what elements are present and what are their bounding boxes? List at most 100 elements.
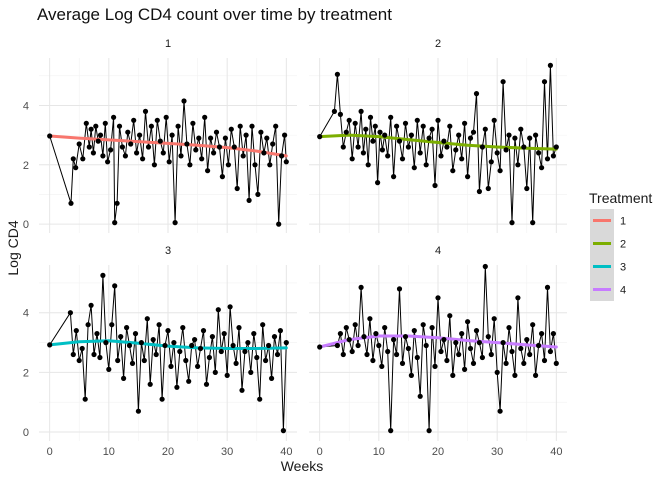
data-point: [503, 147, 509, 153]
data-point: [144, 316, 150, 322]
data-point: [346, 117, 352, 123]
smooth-line-1: [48, 134, 288, 158]
data-point: [227, 304, 233, 310]
data-point: [156, 322, 162, 328]
data-point: [426, 135, 432, 141]
facet-strip-label: 4: [435, 245, 441, 257]
x-tick-label: 0: [47, 446, 53, 458]
data-point: [541, 357, 548, 364]
data-point: [100, 153, 106, 159]
data-point: [138, 340, 144, 346]
data-point: [459, 156, 465, 162]
data-point: [515, 295, 521, 301]
data-point: [240, 153, 246, 159]
data-point: [97, 354, 103, 361]
data-point: [453, 340, 459, 346]
data-point: [269, 375, 275, 381]
data-point: [270, 141, 276, 147]
data-point: [70, 156, 76, 162]
data-point: [358, 108, 364, 114]
data-point: [317, 344, 323, 350]
data-point: [530, 322, 536, 328]
data-point: [405, 144, 411, 150]
series-line-1: [49, 100, 287, 225]
data-point: [197, 345, 204, 352]
data-point: [162, 342, 168, 349]
data-point: [263, 357, 269, 364]
data-point: [148, 123, 154, 129]
data-point: [189, 342, 195, 349]
data-point: [199, 156, 205, 162]
data-point: [467, 135, 474, 141]
data-point: [200, 328, 207, 334]
data-point: [279, 153, 285, 159]
data-point: [260, 322, 266, 328]
data-point: [479, 144, 485, 150]
legend-label: 3: [620, 262, 626, 274]
data-point: [76, 141, 82, 147]
data-point: [515, 162, 521, 168]
data-point: [524, 337, 530, 343]
x-tick-label: 20: [432, 446, 444, 458]
data-point: [224, 372, 230, 378]
data-point: [476, 340, 482, 346]
data-point: [124, 325, 130, 331]
data-point: [444, 144, 450, 150]
data-point: [544, 284, 551, 290]
data-point: [208, 135, 214, 141]
data-point: [267, 162, 273, 168]
data-point: [473, 328, 480, 334]
data-point: [518, 126, 524, 132]
data-point: [550, 331, 557, 337]
legend-label: 1: [620, 216, 626, 228]
data-point: [213, 129, 220, 135]
data-point: [174, 384, 180, 390]
data-point: [85, 322, 91, 328]
data-point: [423, 162, 429, 168]
data-point: [115, 357, 121, 364]
data-point: [547, 62, 554, 68]
data-point: [274, 351, 281, 358]
data-point: [258, 129, 264, 135]
data-point: [243, 132, 249, 138]
data-point: [177, 348, 183, 355]
data-point: [375, 180, 381, 186]
data-point: [255, 191, 261, 197]
data-point: [165, 328, 171, 334]
data-point: [283, 159, 289, 165]
data-point: [129, 360, 136, 366]
data-point: [266, 342, 272, 349]
data-point: [444, 357, 450, 364]
data-point: [252, 162, 258, 168]
data-point: [550, 153, 557, 159]
data-point: [385, 153, 391, 159]
data-point: [159, 396, 165, 402]
data-point: [86, 144, 92, 150]
data-point: [193, 147, 199, 153]
data-point: [245, 340, 251, 346]
smooth-line-3: [48, 339, 288, 350]
data-point: [343, 129, 349, 135]
data-point: [494, 369, 500, 375]
data-point: [88, 302, 94, 308]
data-point: [47, 133, 53, 139]
data-point: [377, 129, 383, 135]
data-point: [411, 165, 417, 171]
x-tick-label: 30: [491, 446, 503, 458]
x-tick-label: 10: [373, 446, 385, 458]
data-point: [553, 360, 559, 366]
data-point: [536, 342, 542, 349]
data-point: [114, 200, 120, 206]
data-point: [172, 220, 178, 226]
chart-title: Average Log CD4 count over time by treat…: [37, 5, 392, 24]
data-point: [491, 117, 497, 123]
data-point: [467, 345, 474, 352]
data-point: [137, 132, 143, 138]
data-point: [450, 372, 456, 378]
data-point: [391, 174, 397, 180]
data-point: [509, 220, 515, 226]
data-point: [47, 342, 53, 348]
data-point: [527, 135, 533, 141]
data-point: [337, 111, 343, 117]
data-point: [394, 351, 400, 358]
